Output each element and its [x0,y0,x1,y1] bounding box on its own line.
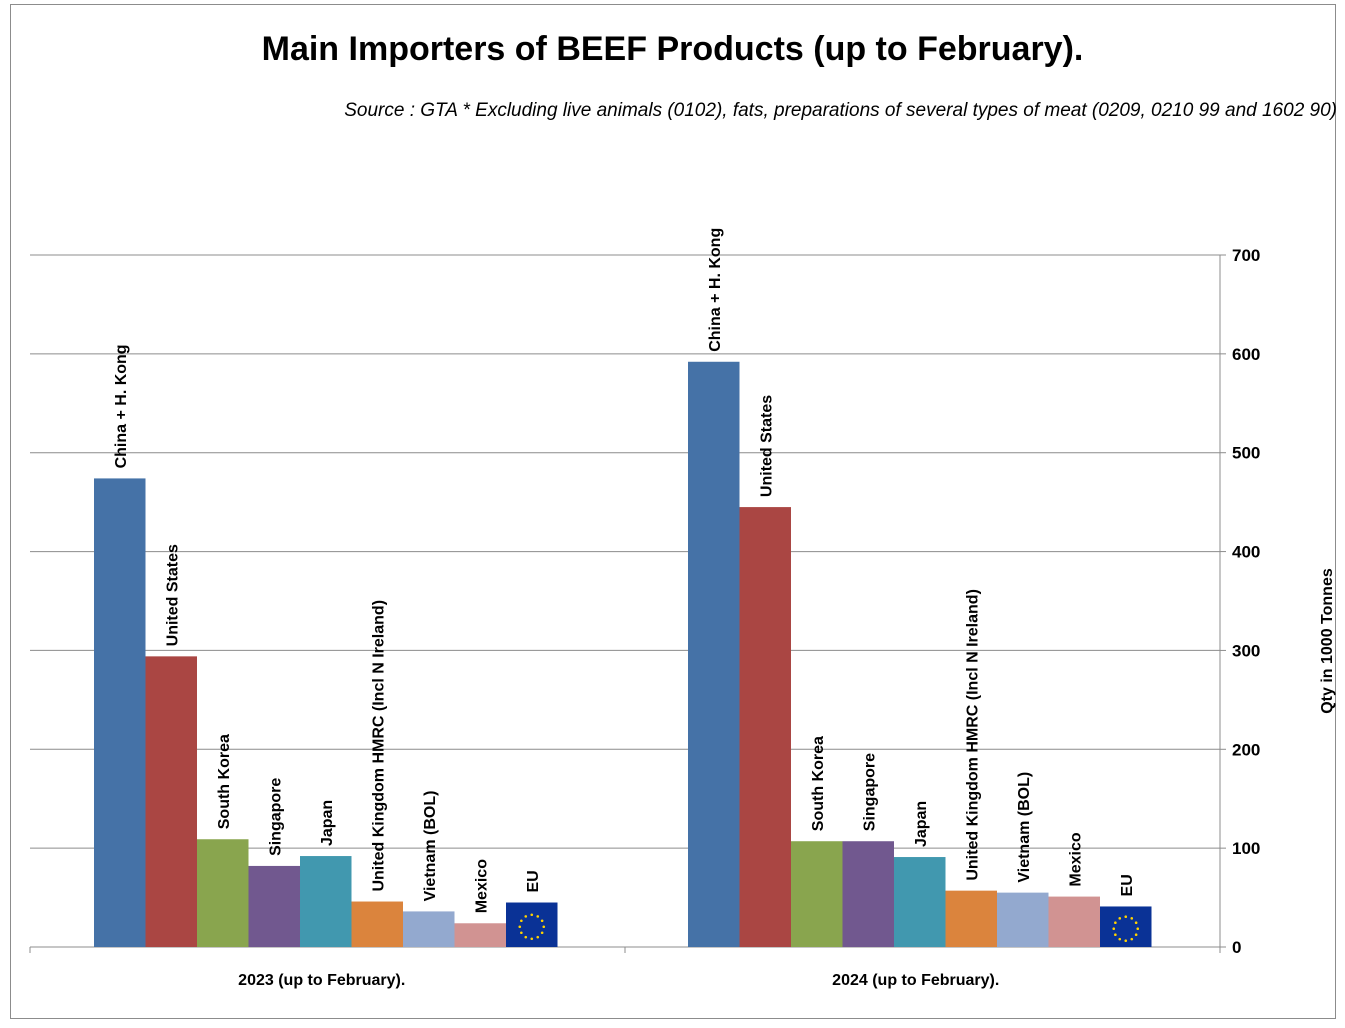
eu-star [1134,933,1138,937]
y-tick-label: 700 [1232,246,1260,265]
bar [791,841,843,947]
y-tick-label: 100 [1232,839,1260,858]
bar [300,856,352,947]
eu-star [540,931,544,935]
bar-label: Singapore [861,753,878,831]
eu-star [1130,937,1134,941]
eu-star [1118,937,1122,941]
eu-star [536,935,540,939]
eu-star [1118,917,1122,920]
bar [506,902,558,947]
bar-label: Mexico [1067,832,1084,886]
eu-star [524,915,528,918]
y-tick-label: 400 [1232,543,1260,562]
bar-label: EU [1119,874,1136,896]
bar-label: Singapore [267,778,284,856]
bar-label: Japan [913,801,930,847]
eu-star [524,935,528,939]
x-category-label: 2023 (up to February). [238,972,405,989]
bar [454,923,506,947]
eu-star [536,915,540,918]
eu-star [520,931,523,935]
eu-star [1124,915,1128,919]
y-tick-label: 300 [1232,641,1260,660]
bar-label: South Korea [216,734,233,829]
bar-label: Japan [319,800,336,846]
bar-label: Vietnam (BOL) [422,791,439,902]
bar [403,911,455,947]
chart-title: Main Importers of BEEF Products (up to F… [261,30,1084,68]
x-category-label: 2024 (up to February). [832,972,999,989]
eu-star [520,919,523,923]
bar [94,478,146,947]
bar-label: China + H. Kong [707,228,724,352]
bar-label: EU [525,870,542,892]
bar [351,901,403,947]
bar-label: United Kingdom HMRC (Incl N Ireland) [964,589,981,881]
eu-star [530,937,534,941]
eu-star [1134,921,1138,925]
eu-star [542,925,546,929]
eu-star [530,913,534,917]
y-axis-title: Qty in 1000 Tonnes [1319,568,1336,714]
bar [248,865,300,947]
eu-star [1130,917,1134,920]
bar-label: China + H. Kong [113,344,130,468]
y-tick-label: 500 [1232,444,1260,463]
bar [197,839,249,947]
y-tick-label: 600 [1232,345,1260,364]
eu-star [540,919,544,923]
eu-star [1114,921,1117,925]
bar [997,892,1049,947]
eu-star [1112,927,1116,931]
eu-star [1124,939,1128,943]
chart-subtitle: Source : GTA * Excluding live animals (0… [344,100,1337,121]
bar-label: United States [758,395,775,497]
eu-star [1114,933,1117,937]
eu-star [518,925,522,929]
bar [1048,896,1100,947]
bar-label: United Kingdom HMRC (Incl N Ireland) [370,600,387,892]
eu-star [1136,927,1140,931]
bar-label: Vietnam (BOL) [1016,772,1033,883]
bar [145,656,197,947]
bar-label: Mexico [473,859,490,913]
y-tick-label: 200 [1232,740,1260,759]
y-tick-label: 0 [1232,938,1241,957]
bar-label: South Korea [810,736,827,831]
bar [739,507,791,947]
bar [842,841,894,947]
bar-label: United States [164,544,181,646]
bar [894,857,946,947]
bar [945,890,997,947]
bar [688,361,740,947]
